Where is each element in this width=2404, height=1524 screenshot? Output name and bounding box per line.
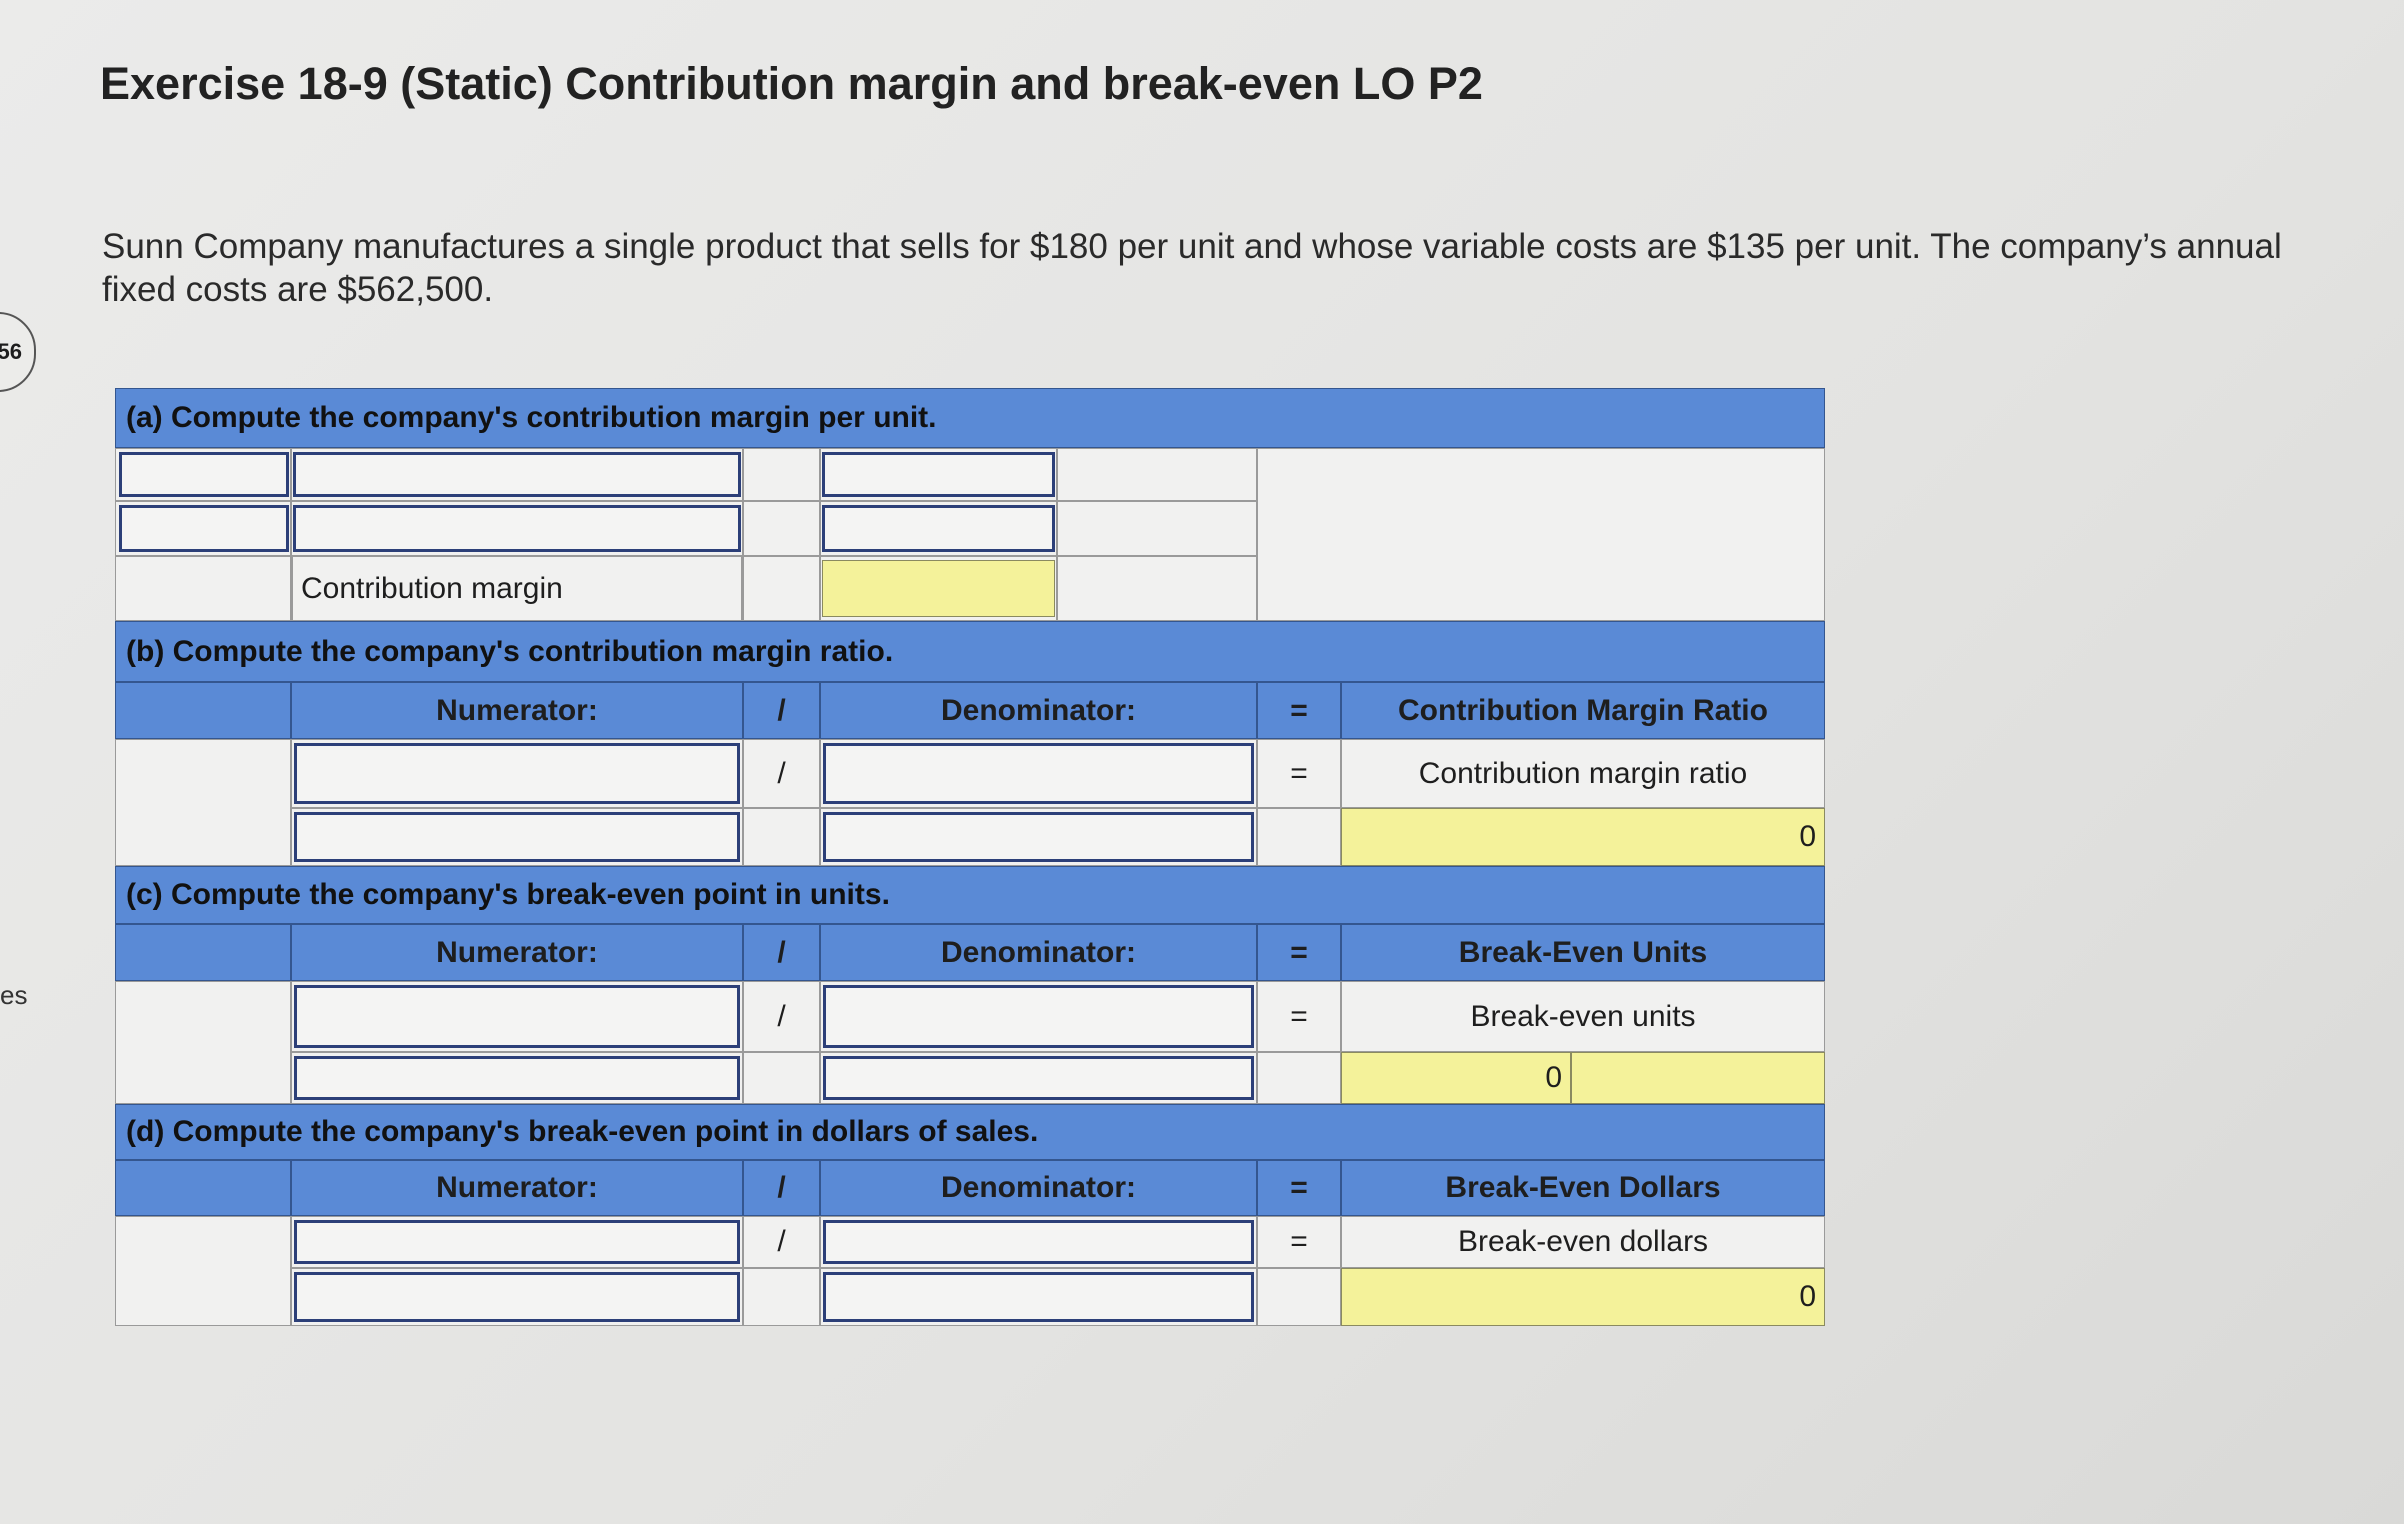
part-header: (b) Compute the company's contribution m… (115, 621, 1825, 682)
column-header: Break-Even Units (1341, 924, 1825, 981)
table-cell (1257, 1268, 1341, 1326)
table-cell (743, 1268, 820, 1326)
table-cell (115, 556, 291, 621)
operator: / (743, 1160, 820, 1216)
column-header: Numerator: (291, 682, 743, 739)
account-input[interactable] (293, 505, 741, 552)
table-cell (1257, 448, 1825, 621)
result-value[interactable]: 0 (1341, 1268, 1825, 1326)
table-cell (743, 1052, 820, 1104)
table-cell (115, 739, 291, 866)
table-cell (115, 1216, 291, 1326)
table-cell (1057, 501, 1257, 556)
operator: = (1257, 924, 1341, 981)
operator: = (1257, 682, 1341, 739)
column-header: Denominator: (820, 682, 1257, 739)
column-header (115, 682, 291, 739)
account-input[interactable] (293, 452, 741, 497)
operator: / (743, 739, 820, 808)
table-cell (1057, 556, 1257, 621)
result-cell (1571, 1052, 1825, 1104)
amount-input[interactable] (822, 505, 1055, 552)
operator: = (1257, 739, 1341, 808)
table-cell (1257, 1052, 1341, 1104)
column-header: Denominator: (820, 1160, 1257, 1216)
account-input[interactable] (119, 452, 289, 497)
numerator-input[interactable] (294, 1220, 740, 1264)
column-header (115, 1160, 291, 1216)
part-header: (a) Compute the company's contribution m… (115, 388, 1825, 448)
amount-input[interactable] (822, 452, 1055, 497)
operator: / (743, 981, 820, 1052)
numerator-input[interactable] (294, 812, 740, 862)
column-header (115, 924, 291, 981)
problem-text: Sunn Company manufactures a single produ… (102, 227, 2282, 309)
denominator-input[interactable] (823, 985, 1254, 1048)
result-label: Break-even dollars (1341, 1216, 1825, 1268)
table-cell (743, 556, 820, 621)
result-label: Contribution margin ratio (1341, 739, 1825, 808)
denominator-input[interactable] (823, 743, 1254, 804)
table-cell (743, 808, 820, 866)
table-cell (743, 448, 820, 501)
denominator-input[interactable] (823, 1220, 1254, 1264)
result-cell[interactable] (822, 560, 1055, 617)
operator: / (743, 924, 820, 981)
numerator-input[interactable] (294, 985, 740, 1048)
operator: = (1257, 1160, 1341, 1216)
column-header: Denominator: (820, 924, 1257, 981)
result-value[interactable]: 0 (1341, 808, 1825, 866)
operator: / (743, 682, 820, 739)
sidebar-label: es (0, 980, 28, 1010)
column-header: Contribution Margin Ratio (1341, 682, 1825, 739)
column-header: Numerator: (291, 1160, 743, 1216)
denominator-input[interactable] (823, 812, 1254, 862)
table-cell (115, 981, 291, 1104)
question-badge[interactable]: 56 (0, 312, 36, 392)
operator: = (1257, 981, 1341, 1052)
account-input[interactable] (119, 505, 289, 552)
numerator-input[interactable] (294, 743, 740, 804)
table-cell (1257, 808, 1341, 866)
column-header: Numerator: (291, 924, 743, 981)
denominator-input[interactable] (823, 1056, 1254, 1100)
result-label: Break-even units (1341, 981, 1825, 1052)
operator: = (1257, 1216, 1341, 1268)
numerator-input[interactable] (294, 1272, 740, 1322)
denominator-input[interactable] (823, 1272, 1254, 1322)
result-value[interactable]: 0 (1341, 1052, 1571, 1104)
numerator-input[interactable] (294, 1056, 740, 1100)
exercise-title: Exercise 18-9 (Static) Contribution marg… (100, 58, 1483, 109)
part-header: (d) Compute the company's break-even poi… (115, 1104, 1825, 1160)
operator: / (743, 1216, 820, 1268)
table-cell (743, 501, 820, 556)
column-header: Break-Even Dollars (1341, 1160, 1825, 1216)
part-header: (c) Compute the company's break-even poi… (115, 866, 1825, 924)
row-label: Contribution margin (292, 556, 742, 621)
table-cell (1057, 448, 1257, 501)
